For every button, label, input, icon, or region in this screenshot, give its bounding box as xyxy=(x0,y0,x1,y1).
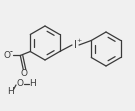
Text: H: H xyxy=(7,86,13,95)
Text: H: H xyxy=(29,79,35,88)
Text: O: O xyxy=(21,69,28,78)
Text: +: + xyxy=(76,39,82,44)
Text: O: O xyxy=(16,79,23,88)
Text: O: O xyxy=(4,51,11,60)
Text: -: - xyxy=(9,49,12,55)
Text: I: I xyxy=(74,40,77,50)
